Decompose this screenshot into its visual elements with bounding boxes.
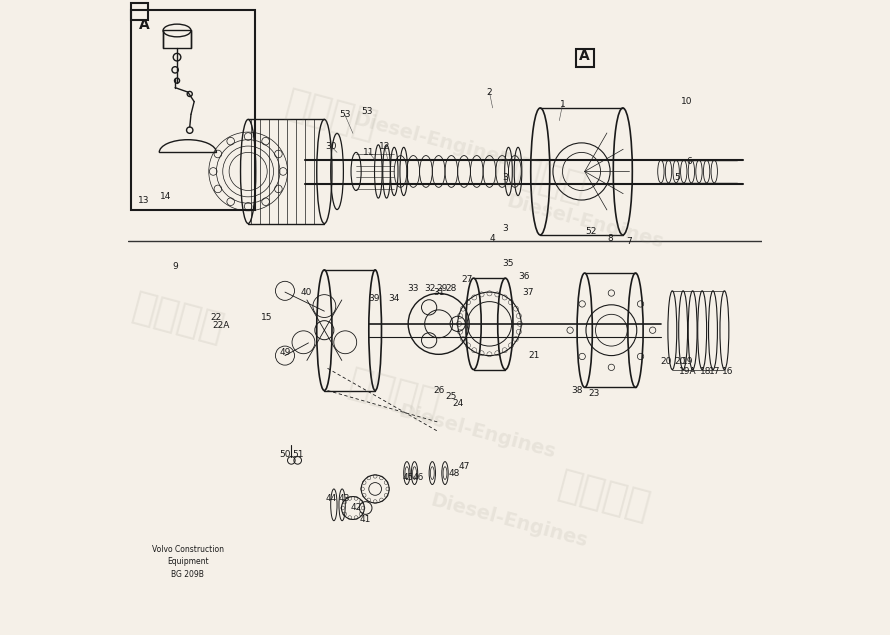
- Text: 23: 23: [588, 389, 600, 398]
- Text: 4: 4: [490, 234, 496, 243]
- Text: 41: 41: [360, 515, 371, 524]
- Text: 53: 53: [361, 107, 373, 116]
- Text: Diesel-Engines: Diesel-Engines: [352, 110, 513, 170]
- Text: 22: 22: [211, 313, 222, 322]
- Text: 21: 21: [528, 351, 539, 360]
- Text: 50: 50: [279, 450, 291, 458]
- Text: 34: 34: [389, 294, 400, 303]
- Text: 15: 15: [262, 313, 273, 322]
- Text: 32: 32: [425, 284, 436, 293]
- Text: 26: 26: [433, 386, 444, 395]
- Text: 10: 10: [681, 97, 692, 106]
- Text: 28: 28: [446, 284, 457, 293]
- Text: 5: 5: [674, 173, 680, 182]
- Text: 27: 27: [462, 275, 473, 284]
- Text: 46: 46: [413, 473, 424, 482]
- Text: 53: 53: [339, 110, 351, 119]
- Text: 52: 52: [586, 227, 596, 236]
- Text: 柴发动力: 柴发动力: [490, 147, 590, 208]
- Text: 37: 37: [522, 288, 533, 297]
- Text: Diesel-Engines: Diesel-Engines: [428, 491, 589, 551]
- Text: 44: 44: [325, 494, 336, 503]
- Text: 38: 38: [571, 386, 583, 395]
- Text: 3: 3: [503, 173, 508, 182]
- Text: 25: 25: [446, 392, 457, 401]
- Text: 29: 29: [436, 284, 448, 293]
- Bar: [576, 49, 594, 67]
- Text: 35: 35: [503, 259, 514, 268]
- Bar: [163, 30, 191, 48]
- Text: 8: 8: [607, 234, 613, 243]
- Text: 43: 43: [339, 494, 351, 503]
- Text: Diesel-Engines: Diesel-Engines: [396, 402, 557, 462]
- Text: 19A: 19A: [679, 367, 696, 376]
- Text: 柴发动力: 柴发动力: [554, 465, 654, 526]
- Text: Diesel-Engines: Diesel-Engines: [504, 192, 666, 252]
- Text: 24: 24: [452, 399, 464, 408]
- Text: A: A: [139, 18, 150, 32]
- Text: 柴发动力: 柴发动力: [128, 287, 229, 348]
- Text: 33: 33: [408, 284, 419, 293]
- Text: 39: 39: [368, 294, 380, 303]
- Text: 36: 36: [519, 272, 530, 281]
- Text: 14: 14: [160, 192, 171, 201]
- Text: 7: 7: [627, 237, 632, 246]
- Text: 47: 47: [458, 462, 470, 471]
- Text: Volvo Construction
Equipment
BG 209B: Volvo Construction Equipment BG 209B: [152, 545, 223, 579]
- Text: 45: 45: [402, 473, 414, 482]
- Bar: [131, 10, 255, 210]
- Text: 柴发动力: 柴发动力: [280, 84, 381, 145]
- Text: 13: 13: [138, 196, 150, 204]
- Text: 30: 30: [325, 142, 336, 150]
- Bar: [131, 3, 149, 20]
- Text: A: A: [579, 49, 590, 63]
- Text: 49: 49: [279, 348, 291, 357]
- Text: 17: 17: [709, 367, 721, 376]
- Text: 2: 2: [487, 88, 492, 97]
- Text: 12: 12: [379, 142, 391, 150]
- Text: 3: 3: [503, 224, 508, 233]
- Text: 42: 42: [351, 504, 361, 512]
- Text: 22A: 22A: [213, 321, 231, 330]
- Text: 40: 40: [301, 288, 312, 297]
- Text: 6: 6: [686, 157, 692, 166]
- Text: 11: 11: [363, 148, 375, 157]
- Text: 19: 19: [682, 358, 693, 366]
- Text: 31: 31: [433, 288, 444, 297]
- Text: 16: 16: [722, 367, 733, 376]
- Text: 48: 48: [449, 469, 460, 478]
- Text: 20: 20: [675, 358, 685, 366]
- Text: 9: 9: [173, 262, 178, 271]
- Text: 51: 51: [292, 450, 303, 458]
- Text: 柴发动力: 柴发动力: [344, 363, 444, 424]
- Text: 20: 20: [660, 358, 672, 366]
- Text: 18: 18: [700, 367, 711, 376]
- Text: 1: 1: [560, 100, 565, 109]
